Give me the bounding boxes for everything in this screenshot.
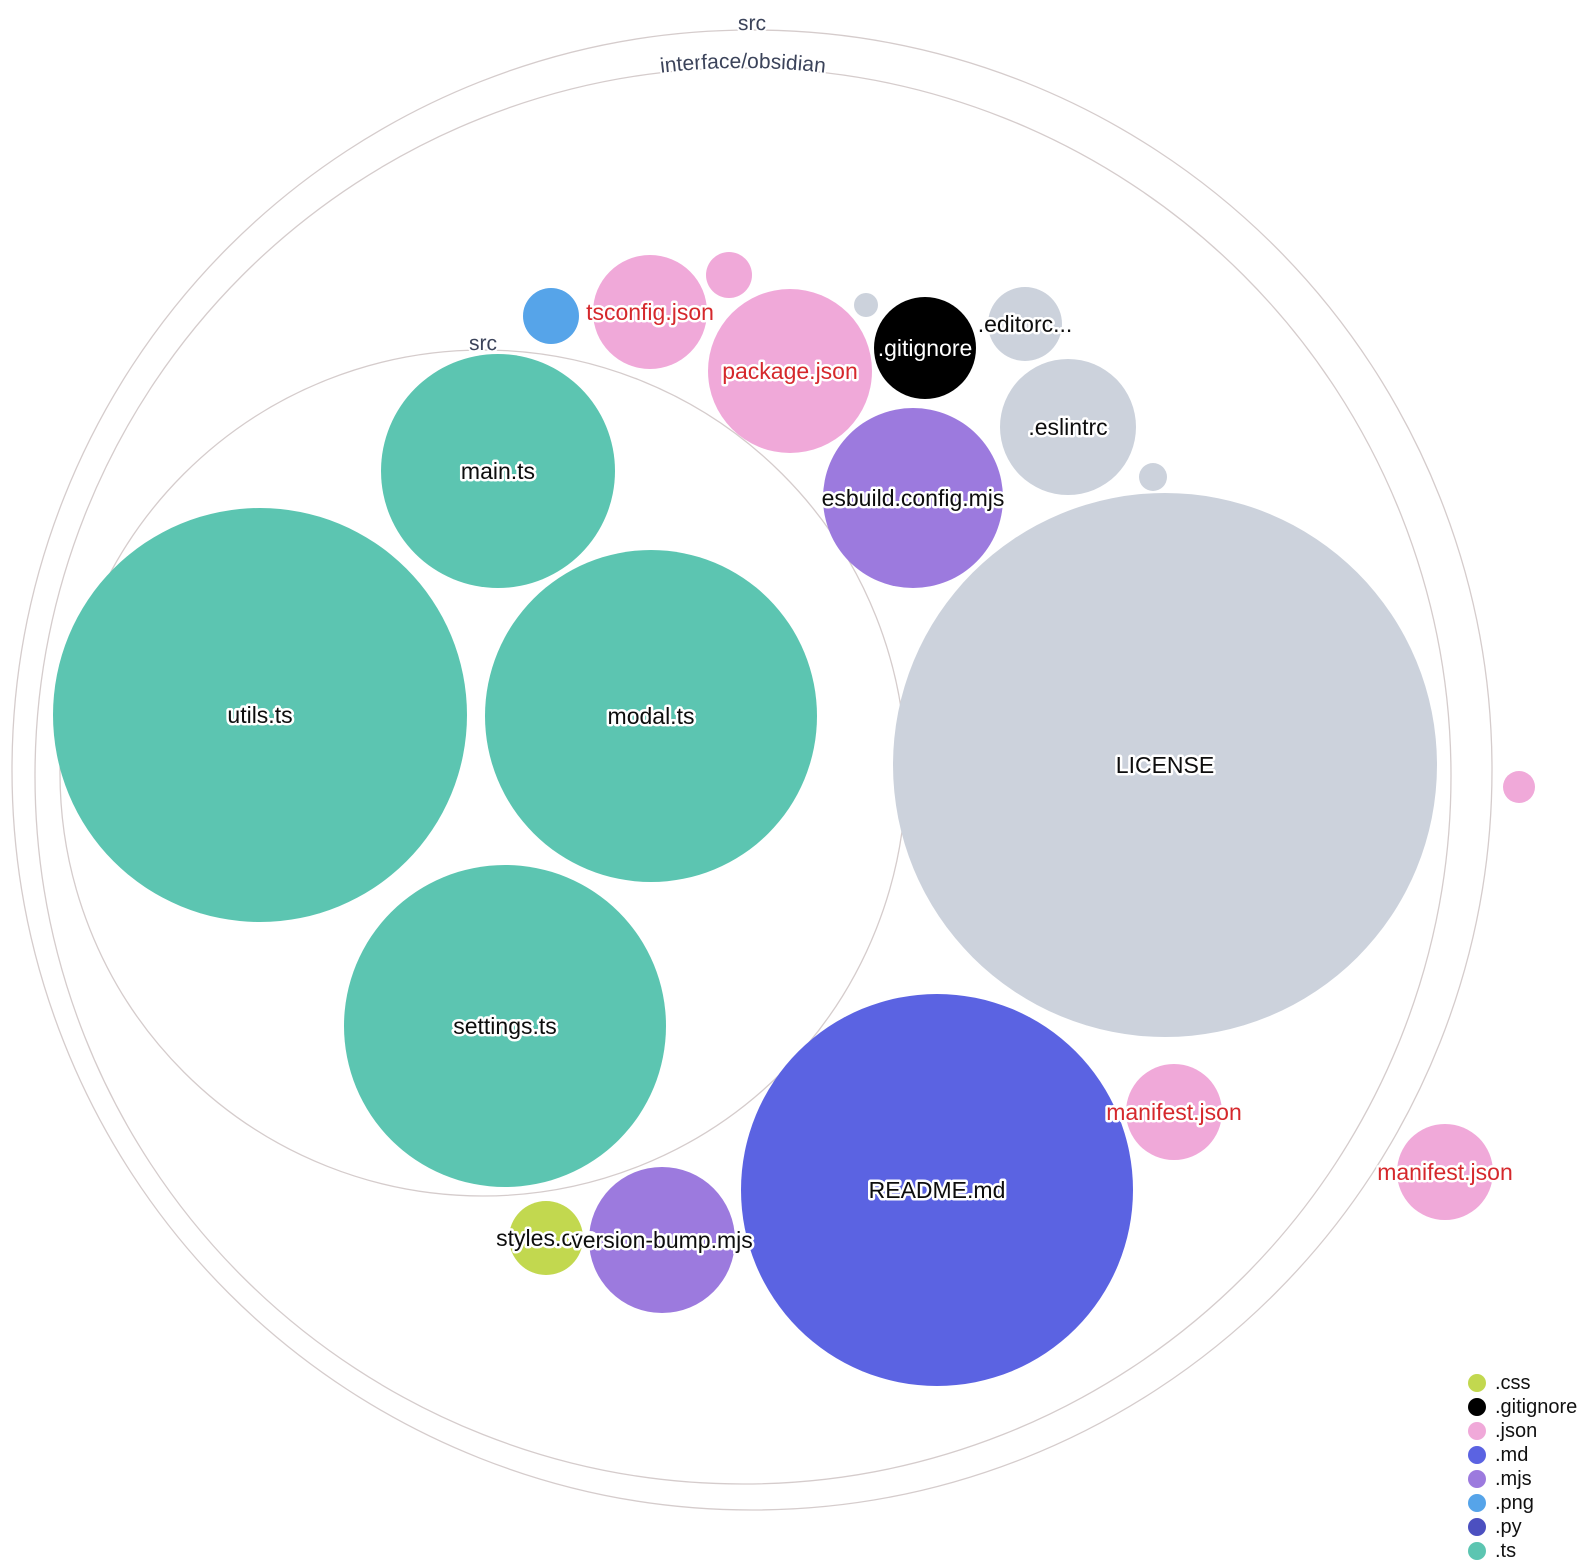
legend-label-mjs: .mjs [1495,1468,1532,1490]
legend-dot-mjs [1468,1470,1486,1488]
file-label-styles-css-4: styles.css [496,1225,596,1251]
legend: .css.gitignore.json.md.mjs.png.py.ts [1468,1372,1577,1562]
file-circle-unlabeled-20[interactable] [1503,771,1535,803]
file-circle-tsconfig-json-7[interactable] [593,255,707,369]
file-circles [53,252,1535,1386]
file-circle-styles-css-4[interactable] [509,1201,583,1275]
file-circle-license-16[interactable] [893,493,1437,1037]
legend-label-png: .png [1495,1492,1534,1514]
file-label-editorc-12: .editorc... [978,311,1073,337]
file-circle-package-json-9[interactable] [708,289,872,453]
legend-label-css: .css [1495,1372,1531,1394]
legend-dot-css [1468,1374,1486,1392]
file-circle-esbuild-config-mjs-15[interactable] [823,408,1003,588]
file-circle-editorc-12[interactable] [988,287,1062,361]
folder-label-interface-obsidian-1: interface/obsidian [659,50,827,78]
file-circle-eslintrc-13[interactable] [1000,359,1136,495]
file-labels: main.ts utils.ts modal.ts settings.ts styles… [225,297,1515,1256]
legend-dot-json [1468,1422,1486,1440]
file-label-main-ts-0: main.ts [461,458,535,484]
file-circle-unlabeled-10[interactable] [854,293,878,317]
file-circle-readme-md-18[interactable] [741,994,1133,1386]
folder-circle-src-0[interactable] [11,29,1493,1511]
folder-label-src-2: src [469,332,498,355]
legend-label-md: .md [1495,1444,1528,1466]
file-label-license-16: LICENSE [1116,752,1214,778]
file-circle-manifest-json-17[interactable] [1126,1064,1222,1160]
legend-label-json: .json [1495,1420,1537,1442]
file-label-utils-ts-1: utils.ts [227,702,292,728]
legend-dot-png [1468,1494,1486,1512]
file-circle-version-bump-mjs-5[interactable] [589,1167,735,1313]
file-label-manifest-json-19: manifest.json [1377,1159,1513,1185]
file-circle-unlabeled-14[interactable] [1139,463,1167,491]
folder-label-src-0: src [738,12,766,35]
file-label-esbuild-config-mjs-15: esbuild.config.mjs [822,485,1005,511]
file-label-modal-ts-2: modal.ts [608,703,695,729]
file-label-readme-md-18: README.md [869,1177,1006,1203]
file-label-settings-ts-3: settings.ts [453,1013,557,1039]
file-circle-main-ts-0[interactable] [381,354,615,588]
legend-dot-gitignore [1468,1398,1486,1416]
file-circle-utils-ts-1[interactable] [53,508,467,922]
file-circle-unlabeled-6[interactable] [523,288,579,344]
legend-dot-py [1468,1518,1486,1536]
file-label-tsconfig-json-7: tsconfig.json [586,299,714,325]
legend-label-py: .py [1495,1516,1522,1538]
file-label-manifest-json-17: manifest.json [1106,1099,1242,1125]
legend-label-gitignore: .gitignore [1495,1396,1577,1418]
file-circle-settings-ts-3[interactable] [344,865,666,1187]
legend-dot-md [1468,1446,1486,1464]
folder-circle-interface-obsidian-1[interactable] [34,67,1452,1485]
file-circle-manifest-json-19[interactable] [1397,1124,1493,1220]
file-label-package-json-9: package.json [722,358,858,384]
file-label-eslintrc-13: .eslintrc [1028,414,1107,440]
legend-dot-ts [1468,1542,1486,1560]
file-label-version-bump-mjs-5: version-bump.mjs [571,1227,753,1253]
file-circle-gitignore-11[interactable] [874,297,976,399]
file-label-gitignore-11: .gitignore [878,335,973,361]
file-circle-modal-ts-2[interactable] [485,550,817,882]
legend-label-ts: .ts [1495,1540,1516,1562]
file-circle-unlabeled-8[interactable] [706,252,752,298]
